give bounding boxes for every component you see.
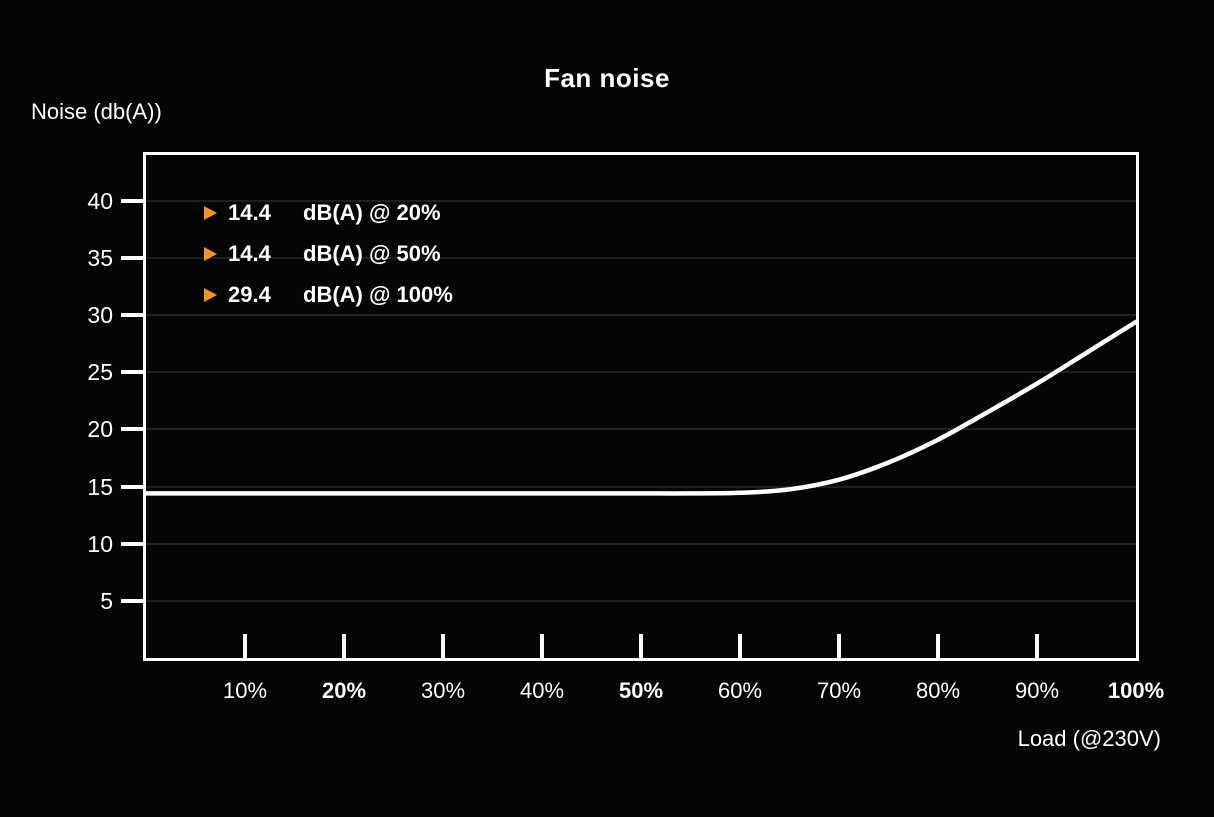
gridline [146, 314, 1136, 317]
y-tick-label: 40 [87, 187, 113, 214]
y-axis-title: Noise (db(A)) [31, 99, 162, 124]
x-tick-label: 100% [1107, 678, 1165, 703]
y-tick-label: 35 [87, 244, 113, 271]
x-tick-mark [738, 634, 742, 658]
y-tick-mark [121, 484, 143, 489]
y-tick-mark [121, 313, 143, 318]
legend-item: 29.4 dB(A) @ 100% [204, 281, 453, 309]
x-tick-mark [243, 634, 247, 658]
x-tick-label: 10% [222, 678, 268, 703]
triangle-marker-icon [204, 206, 217, 220]
y-tick-mark [121, 198, 143, 203]
x-tick-mark [936, 634, 940, 658]
plot-area: 40 35 30 25 20 15 10 5 10% 20% 30% 40% 50% 60% 70% 80%… [87, 152, 1164, 703]
y-tick-label: 25 [87, 359, 113, 386]
x-tick-label: 20% [321, 678, 367, 703]
gridline [146, 371, 1136, 374]
y-tick-mark [121, 598, 143, 603]
chart-title: Fan noise [544, 63, 670, 93]
triangle-marker-icon [204, 288, 217, 302]
noise-curve [143, 319, 1139, 496]
gridline [146, 485, 1136, 488]
legend-value: 14.4 [228, 241, 271, 266]
legend-item: 14.4 dB(A) @ 20% [204, 199, 453, 227]
y-tick-label: 5 [100, 587, 113, 614]
x-tick-label: 30% [420, 678, 466, 703]
gridline [146, 599, 1136, 602]
x-tick-mark [639, 634, 643, 658]
y-tick-mark [121, 370, 143, 375]
legend-label: dB(A) @ 20% [303, 200, 441, 225]
x-tick-mark [342, 634, 346, 658]
x-tick-label: 60% [717, 678, 763, 703]
legend-label: dB(A) @ 100% [303, 282, 453, 307]
legend: 14.4 dB(A) @ 20% 14.4 dB(A) @ 50% 29.4 d… [204, 199, 453, 322]
x-tick-label: 40% [519, 678, 565, 703]
x-tick-label: 50% [618, 678, 664, 703]
x-tick-mark [540, 634, 544, 658]
x-tick-label: 90% [1014, 678, 1060, 703]
legend-value: 14.4 [228, 200, 271, 225]
x-axis-title: Load (@230V) [1017, 726, 1161, 751]
gridline [146, 428, 1136, 431]
x-tick-label: 70% [816, 678, 862, 703]
legend-label: dB(A) @ 50% [303, 241, 441, 266]
y-tick-mark [121, 255, 143, 260]
y-tick-label: 20 [87, 416, 113, 443]
triangle-marker-icon [204, 247, 217, 261]
y-tick-mark [121, 541, 143, 546]
gridline [146, 199, 1136, 202]
y-tick-label: 10 [87, 530, 113, 557]
y-tick-label: 15 [87, 473, 113, 500]
gridline [146, 542, 1136, 545]
legend-value: 29.4 [228, 282, 271, 307]
y-tick-label: 30 [87, 302, 113, 329]
x-tick-mark [441, 634, 445, 658]
legend-item: 14.4 dB(A) @ 50% [204, 240, 453, 268]
gridline [146, 256, 1136, 259]
x-tick-label: 80% [915, 678, 961, 703]
x-tick-mark [837, 634, 841, 658]
y-tick-mark [121, 427, 143, 432]
x-tick-mark [1035, 634, 1039, 658]
